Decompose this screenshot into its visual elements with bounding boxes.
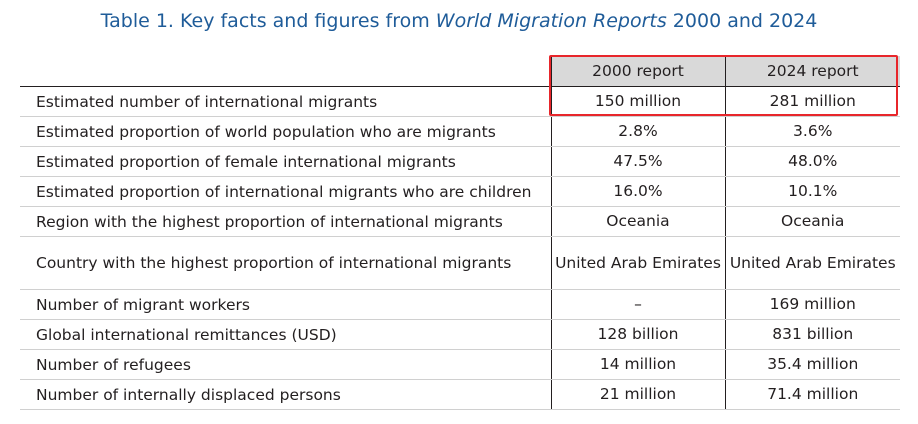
title-prefix: Table 1. Key facts and figures from [100, 10, 436, 32]
table-body: Estimated number of international migran… [20, 86, 900, 410]
value-2000: 21 million [550, 379, 725, 410]
header-row: 2000 report 2024 report [20, 56, 900, 87]
title-italic: World Migration Reports [435, 10, 667, 32]
value-2024: 48.0% [724, 146, 900, 177]
row-label: Estimated proportion of world population… [20, 116, 551, 147]
value-2000: 128 billion [550, 319, 725, 350]
value-2000: – [550, 289, 725, 320]
title-suffix: 2000 and 2024 [666, 10, 818, 32]
value-2024: 35.4 million [724, 349, 900, 380]
row-label: Estimated proportion of international mi… [20, 176, 551, 207]
value-2024: United Arab Emirates [724, 236, 900, 290]
row-label: Region with the highest proportion of in… [20, 206, 551, 237]
value-2024: 169 million [724, 289, 900, 320]
value-2024: 3.6% [724, 116, 900, 147]
row-label: Global international remittances (USD) [20, 319, 551, 350]
row-label: Estimated proportion of female internati… [20, 146, 551, 177]
header-2000-report: 2000 report [550, 56, 725, 87]
value-2024: 281 million [724, 86, 900, 117]
table-row: Estimated number of international migran… [20, 86, 900, 117]
value-2024: 10.1% [724, 176, 900, 207]
row-label: Number of refugees [20, 349, 551, 380]
value-2000: 14 million [550, 349, 725, 380]
table-row: Global international remittances (USD) 1… [20, 319, 900, 350]
value-2024: 71.4 million [724, 379, 900, 410]
table-row: Region with the highest proportion of in… [20, 206, 900, 237]
facts-table: 2000 report 2024 report Estimated number… [20, 56, 900, 410]
value-2024: Oceania [724, 206, 900, 237]
value-2000: 16.0% [550, 176, 725, 207]
table-header: 2000 report 2024 report [20, 56, 900, 87]
table-row: Number of refugees 14 million 35.4 milli… [20, 349, 900, 380]
table-title: Table 1. Key facts and figures from Worl… [0, 10, 918, 32]
row-label: Number of migrant workers [20, 289, 551, 320]
header-corner [20, 56, 551, 87]
row-label: Estimated number of international migran… [20, 86, 551, 117]
value-2000: 47.5% [550, 146, 725, 177]
value-2000: 2.8% [550, 116, 725, 147]
table-row: Number of internally displaced persons 2… [20, 379, 900, 410]
table-row: Estimated proportion of female internati… [20, 146, 900, 177]
table-row: Country with the highest proportion of i… [20, 236, 900, 290]
value-2000: 150 million [550, 86, 725, 117]
value-2000: United Arab Emirates [550, 236, 725, 290]
table-row: Estimated proportion of international mi… [20, 176, 900, 207]
table-row: Number of migrant workers – 169 million [20, 289, 900, 320]
value-2024: 831 billion [724, 319, 900, 350]
header-2024-report: 2024 report [724, 56, 900, 87]
value-2000: Oceania [550, 206, 725, 237]
row-label: Country with the highest proportion of i… [20, 236, 551, 290]
row-label: Number of internally displaced persons [20, 379, 551, 410]
table-row: Estimated proportion of world population… [20, 116, 900, 147]
